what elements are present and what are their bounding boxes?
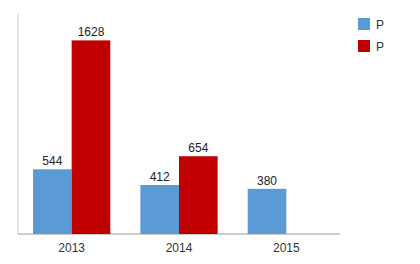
legend-label: P xyxy=(376,40,384,54)
data-label: 544 xyxy=(42,154,62,168)
legend-label: P xyxy=(376,18,384,32)
legend: PP xyxy=(358,18,384,54)
x-tick-label: 2013 xyxy=(58,241,85,255)
legend-swatch xyxy=(358,18,370,30)
bar xyxy=(140,185,179,234)
data-label: 654 xyxy=(188,141,208,155)
legend-swatch xyxy=(358,40,370,52)
x-axis: 2013 2014 2015 xyxy=(58,241,300,255)
data-label: 380 xyxy=(257,174,277,188)
y-axis-line xyxy=(18,14,19,234)
x-tick-label: 2015 xyxy=(273,241,300,255)
bars xyxy=(33,40,286,234)
data-label: 412 xyxy=(150,170,170,184)
bar xyxy=(179,156,218,234)
x-tick-label: 2014 xyxy=(166,241,193,255)
bar xyxy=(33,169,72,234)
chart: 544 412 380 1628 654 2013 2014 2015 PP xyxy=(0,0,420,264)
bar xyxy=(248,189,287,234)
data-label: 1628 xyxy=(78,25,105,39)
data-labels: 544 412 380 1628 654 xyxy=(42,25,277,187)
bar xyxy=(72,40,111,234)
